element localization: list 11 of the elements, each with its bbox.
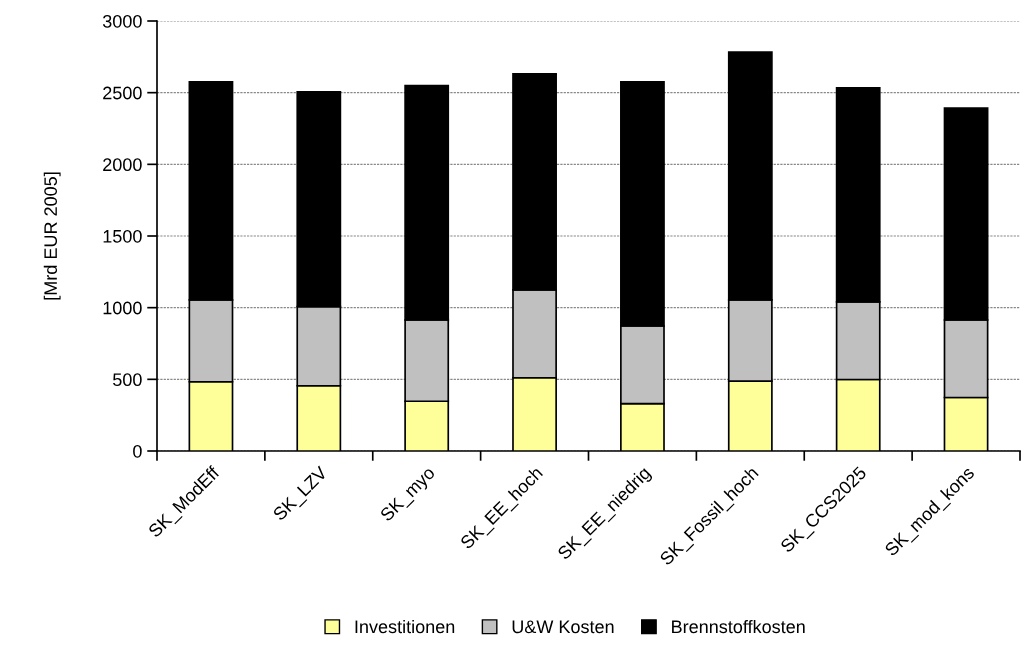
y-tick-label: 2000 [103, 158, 142, 172]
legend-label: Investitionen [355, 619, 455, 634]
y-tick-label: 3000 [102, 14, 142, 28]
y-tick-label: 2500 [103, 86, 142, 100]
y-tick-label: 0 [133, 444, 142, 458]
y-axis-title: [Mrd EUR 2005] [43, 172, 61, 300]
y-tick-label: 1500 [103, 229, 142, 243]
y-tick-label: 500 [113, 373, 142, 387]
legend-label: U&W Kosten [512, 620, 614, 634]
legend-label: Brennstoffkosten [672, 619, 805, 634]
y-tick-label: 1000 [103, 301, 142, 315]
